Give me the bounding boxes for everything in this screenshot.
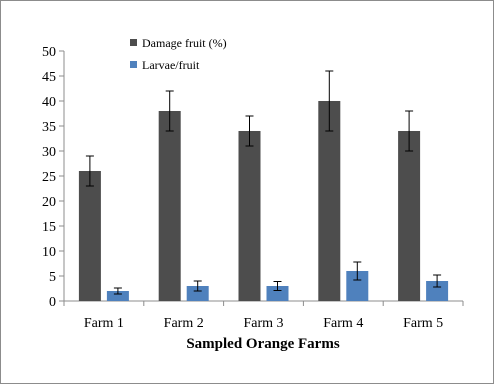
y-tick-label: 10 — [42, 245, 56, 260]
x-tick-label: Farm 4 — [323, 316, 363, 331]
bar-damage-fruit — [158, 111, 181, 301]
bar-larvae-fruit — [106, 291, 129, 301]
legend: Damage fruit (%) Larvae/fruit — [130, 36, 227, 72]
x-tick-label: Farm 5 — [403, 316, 443, 331]
legend-label: Damage fruit (%) — [142, 36, 227, 50]
x-tick-label: Farm 3 — [243, 316, 283, 331]
x-tick-labels: Farm 1 Farm 2 Farm 3 Farm 4 Farm 5 — [84, 316, 443, 331]
y-tick-label: 45 — [42, 70, 56, 85]
y-tick-labels: 0 5 10 15 20 25 30 35 40 45 50 — [42, 45, 56, 310]
error-bars — [85, 70, 442, 295]
legend-swatch — [130, 61, 137, 68]
x-tick-label: Farm 2 — [164, 316, 204, 331]
y-tick-label: 20 — [42, 195, 56, 210]
y-tick-label: 40 — [42, 95, 56, 110]
y-tick-label: 30 — [42, 145, 56, 160]
y-tick-label: 0 — [49, 295, 56, 310]
bar-larvae-fruit — [346, 271, 369, 301]
bar-larvae-fruit — [186, 286, 209, 301]
bars — [78, 101, 449, 301]
y-tick-label: 15 — [42, 220, 56, 235]
y-tick-label: 35 — [42, 120, 56, 135]
x-tick-label: Farm 1 — [84, 316, 124, 331]
y-tick-label: 50 — [42, 45, 56, 60]
axes — [59, 50, 464, 306]
bar-damage-fruit — [318, 101, 341, 301]
bar-damage-fruit — [238, 131, 261, 301]
bar-damage-fruit — [78, 171, 101, 301]
y-tick-label: 5 — [49, 270, 56, 285]
x-axis-title: Sampled Orange Farms — [186, 336, 339, 352]
y-tick-label: 25 — [42, 170, 56, 185]
legend-label: Larvae/fruit — [142, 58, 200, 72]
legend-swatch — [130, 39, 137, 46]
bar-damage-fruit — [398, 131, 421, 301]
bar-larvae-fruit — [266, 286, 289, 301]
bar-larvae-fruit — [426, 281, 449, 301]
